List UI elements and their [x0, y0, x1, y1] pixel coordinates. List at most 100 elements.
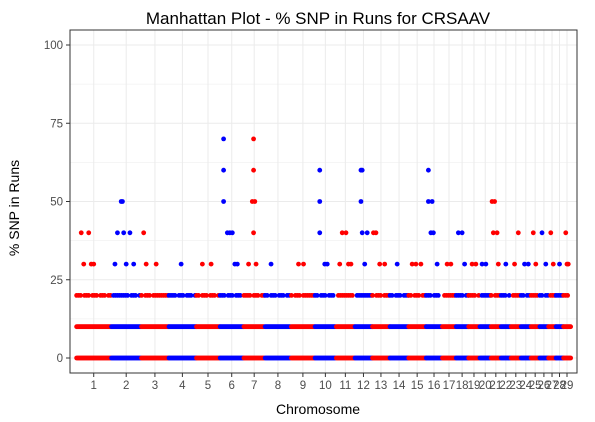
- data-point: [301, 261, 306, 267]
- data-point: [416, 293, 422, 298]
- data-point: [143, 261, 149, 267]
- x-tick-label: 2: [123, 380, 129, 392]
- data-point: [221, 199, 226, 204]
- data-point: [141, 230, 147, 236]
- data-point: [81, 261, 87, 267]
- x-tick-label: 1: [91, 380, 97, 392]
- data-point: [131, 261, 137, 267]
- data-point: [221, 293, 227, 298]
- data-point: [413, 261, 419, 267]
- data-point: [120, 199, 125, 204]
- data-point: [525, 261, 531, 267]
- x-tick-label: 4: [179, 380, 186, 392]
- data-point: [229, 293, 235, 298]
- grid: [69, 29, 578, 374]
- chromosome-18-points: [453, 230, 471, 361]
- x-tick-label: 10: [319, 380, 332, 392]
- x-tick-label: 20: [479, 380, 492, 392]
- data-point: [121, 230, 127, 236]
- y-tick-label: 0: [57, 353, 63, 365]
- data-point: [506, 293, 512, 298]
- x-tick-label: 26: [538, 380, 551, 392]
- data-point: [488, 293, 494, 298]
- data-point: [568, 324, 574, 330]
- data-point: [494, 230, 500, 236]
- x-tick-label: 6: [229, 380, 235, 392]
- y-axis-title: % SNP in Runs: [6, 160, 22, 256]
- data-point: [139, 293, 144, 298]
- data-point: [565, 293, 571, 298]
- data-point: [172, 293, 178, 298]
- data-point: [539, 293, 545, 298]
- data-point: [199, 261, 205, 267]
- data-point: [268, 261, 274, 267]
- y-axis-ticks: 0 25 50 75 100: [44, 40, 70, 365]
- y-tick-label: 25: [50, 275, 63, 287]
- data-point: [563, 230, 569, 236]
- data-point: [86, 230, 92, 236]
- chromosome-25-points: [528, 230, 542, 361]
- data-point: [515, 230, 521, 236]
- data-point: [364, 230, 370, 236]
- data-point: [425, 167, 431, 173]
- data-point: [253, 261, 259, 267]
- x-tick-label: 29: [561, 380, 574, 392]
- data-point: [373, 230, 379, 236]
- data-point: [330, 293, 336, 298]
- x-axis-title: Chromosome: [276, 401, 360, 417]
- data-point: [264, 293, 270, 298]
- data-point: [382, 261, 388, 267]
- data-point: [91, 261, 97, 267]
- data-point: [127, 230, 133, 236]
- data-point: [123, 261, 129, 267]
- x-tick-label: 28: [553, 380, 566, 392]
- data-point: [512, 261, 517, 267]
- data-point: [337, 261, 343, 267]
- chromosome-2-points: [109, 199, 143, 361]
- data-point: [255, 293, 261, 298]
- data-point: [133, 293, 138, 298]
- x-tick-label: 25: [529, 380, 542, 392]
- data-point: [188, 293, 194, 298]
- data-point: [94, 293, 99, 298]
- chromosome-10-points: [312, 167, 338, 361]
- x-tick-label: 19: [468, 380, 481, 392]
- chromosome-16-points: [423, 167, 444, 361]
- data-point: [102, 293, 107, 298]
- data-point: [317, 199, 323, 204]
- x-tick-label: 3: [152, 380, 158, 392]
- data-point: [490, 230, 496, 236]
- x-tick-label: 14: [393, 380, 406, 392]
- data-point: [429, 199, 435, 204]
- data-point: [317, 230, 323, 236]
- chromosome-29-points: [561, 230, 574, 361]
- chart-title: Manhattan Plot - % SNP in Runs for CRSAA…: [146, 9, 491, 28]
- x-axis-ticks: 1 2 3 4 5 6 7 8 9 10 11 12 13 14 15 16 17 18 1920212223242…: [91, 373, 574, 392]
- data-point: [530, 230, 536, 236]
- data-point: [462, 261, 468, 267]
- data-point: [358, 199, 364, 204]
- data-point: [568, 355, 574, 361]
- data-point: [435, 293, 441, 298]
- data-point: [180, 293, 186, 298]
- data-point: [112, 261, 118, 267]
- data-point: [455, 230, 461, 236]
- data-point: [78, 230, 84, 236]
- data-point: [247, 293, 253, 298]
- data-point: [289, 293, 294, 298]
- chromosome-6-points: [217, 136, 246, 361]
- x-tick-label: 23: [509, 380, 522, 392]
- data-point: [251, 136, 256, 142]
- data-point: [472, 293, 478, 298]
- data-point: [115, 230, 120, 236]
- data-point: [251, 167, 256, 173]
- y-tick-label: 75: [50, 118, 63, 130]
- data-point: [272, 293, 278, 298]
- data-point: [520, 293, 526, 298]
- data-point: [378, 293, 383, 298]
- data-point: [349, 293, 355, 298]
- data-point: [459, 230, 465, 236]
- data-point: [418, 261, 424, 267]
- x-tick-label: 17: [443, 380, 456, 392]
- data-point: [296, 261, 301, 267]
